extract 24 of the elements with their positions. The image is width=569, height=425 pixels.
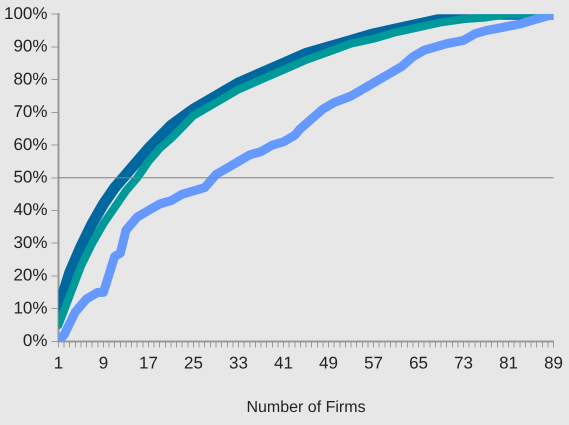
- x-tick-label: 25: [184, 353, 203, 372]
- x-tick-label: 9: [98, 353, 108, 372]
- x-tick-label: 65: [409, 353, 428, 372]
- x-tick-label: 73: [454, 353, 473, 372]
- x-tick-label: 89: [544, 353, 564, 372]
- y-tick-label: 10%: [13, 298, 48, 318]
- x-tick-label: 17: [139, 353, 158, 372]
- x-tick-label: 1: [54, 353, 64, 372]
- x-tick-label: 33: [229, 353, 248, 372]
- y-tick-label: 70%: [13, 102, 48, 122]
- x-tick-label: 81: [499, 353, 518, 372]
- y-tick-label: 40%: [13, 200, 48, 220]
- y-tick-label: 0%: [22, 331, 48, 350]
- y-tick-label: 50%: [13, 167, 48, 186]
- x-axis-title: Number of Firms: [246, 398, 366, 416]
- x-tick-label: 57: [364, 353, 383, 372]
- x-tick-label: 49: [319, 353, 338, 372]
- y-tick-label: 30%: [13, 232, 48, 252]
- y-tick-label: 90%: [13, 36, 48, 56]
- y-tick-label: 20%: [13, 266, 48, 285]
- y-tick-label: 100%: [4, 4, 48, 23]
- y-tick-label: 60%: [13, 134, 48, 154]
- x-tick-label: 41: [274, 353, 293, 372]
- y-tick-label: 80%: [13, 69, 48, 88]
